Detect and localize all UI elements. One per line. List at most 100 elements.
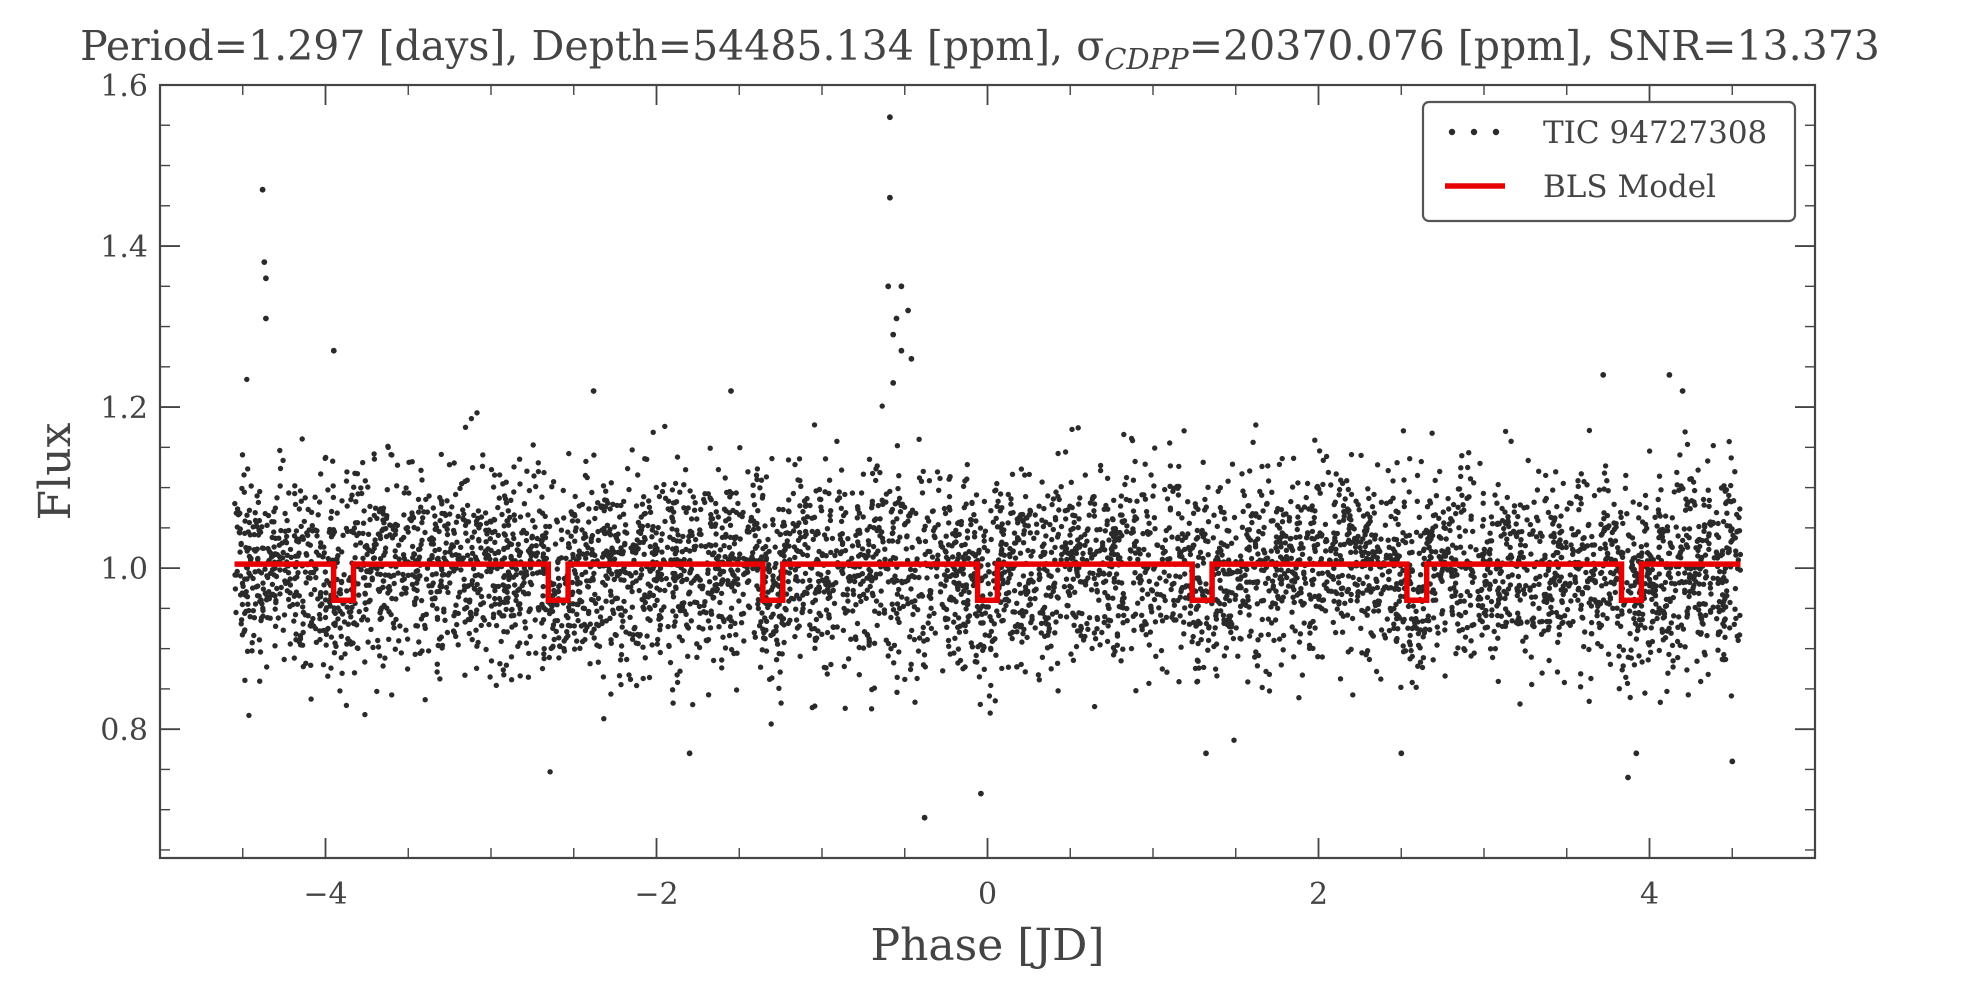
flux-point [1707,609,1714,615]
flux-point [1092,636,1099,642]
flux-point [697,610,703,616]
flux-point [740,555,747,562]
flux-point [1489,612,1495,619]
flux-point [1628,647,1634,653]
flux-point [1601,516,1607,522]
flux-point [909,573,915,579]
flux-point [1312,625,1318,631]
flux-point [621,598,627,605]
flux-point [401,512,407,518]
flux-point [816,548,822,555]
flux-point [993,487,999,493]
flux-point [755,605,762,612]
flux-point [1323,548,1329,554]
flux-point [337,608,343,614]
flux-point [1016,537,1022,543]
flux-point [985,562,991,568]
flux-point [782,605,788,612]
flux-point [1434,642,1440,648]
flux-point [727,623,734,630]
flux-point [850,608,856,614]
flux-point [1020,630,1026,637]
flux-point [1100,570,1107,576]
flux-point [866,456,873,462]
flux-point [1706,546,1712,553]
flux-point [371,451,377,457]
flux-point [531,473,537,479]
flux-point [1115,579,1122,585]
flux-point [859,546,866,552]
flux-point [1642,625,1648,631]
flux-point [934,573,940,580]
flux-point [830,624,836,630]
flux-point [1312,546,1318,552]
flux-point [242,530,248,536]
flux-point [1495,597,1502,603]
flux-point [1312,437,1318,443]
flux-point [316,611,323,618]
flux-point [1012,623,1019,629]
flux-point [1579,589,1586,596]
flux-point [574,611,580,617]
flux-point [1690,585,1696,591]
flux-point [1656,571,1663,577]
flux-point [429,552,435,559]
flux-point [676,634,683,640]
flux-point [293,528,300,534]
flux-point [1674,482,1680,488]
flux-point [973,492,980,498]
flux-point [618,545,624,551]
flux-point [618,612,624,618]
flux-point [1091,630,1098,636]
flux-point [1453,545,1460,551]
flux-point [409,543,416,550]
flux-point [1532,594,1539,600]
flux-point [1153,653,1159,659]
flux-point [283,580,289,587]
flux-point [540,551,547,557]
flux-point [1062,540,1069,546]
flux-point [1344,506,1351,512]
flux-point [1480,516,1487,523]
flux-point [1717,568,1723,575]
flux-point [1529,681,1535,688]
flux-point [469,465,476,471]
flux-point [1195,506,1201,513]
flux-point [403,627,409,633]
flux-point [1433,549,1439,555]
flux-point [769,675,775,681]
flux-point [1384,616,1391,622]
flux-point [245,466,251,472]
flux-point [830,587,836,593]
flux-point [417,573,423,579]
flux-point [250,608,256,614]
flux-point [1259,492,1265,498]
flux-point [325,487,331,493]
flux-point [575,588,582,595]
flux-point [1420,655,1427,661]
flux-point [930,508,936,514]
flux-point [1518,537,1524,543]
flux-point [1418,533,1424,539]
flux-point [1415,642,1422,648]
flux-point [572,570,578,577]
flux-point [1682,429,1688,435]
flux-point [811,422,818,428]
flux-point [1482,579,1488,585]
flux-point [517,640,523,646]
flux-point [1646,589,1652,595]
flux-point [1109,544,1116,551]
flux-point [1341,541,1347,548]
flux-point [506,571,513,578]
flux-point [924,636,930,643]
flux-point [1677,452,1683,458]
flux-point [624,465,631,472]
flux-point [1072,513,1078,519]
flux-point [332,620,338,626]
flux-point [810,599,816,606]
flux-point [375,531,382,537]
flux-point [797,503,803,509]
flux-point [1545,509,1552,516]
flux-point [896,605,903,612]
flux-point [932,630,938,636]
